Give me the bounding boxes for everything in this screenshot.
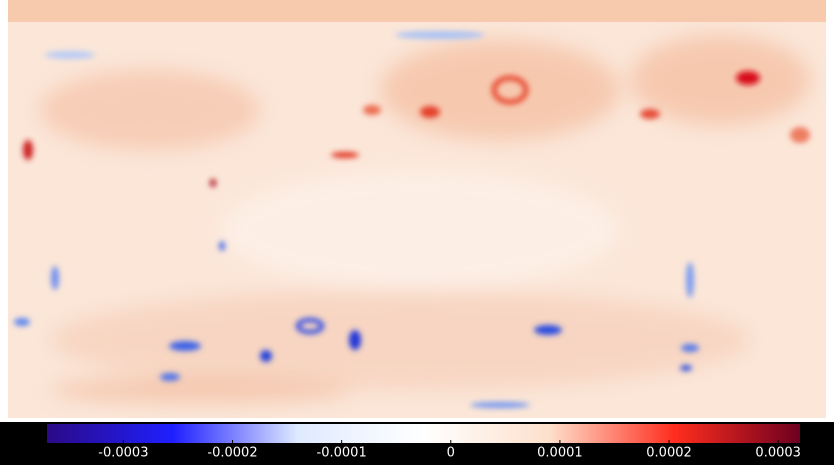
colorbar-tick-label: 0.0002 — [646, 446, 692, 461]
colorbar-tick-label: -0.0002 — [207, 446, 257, 461]
colorbar-tick-label: -0.0003 — [98, 446, 148, 461]
colorbar — [47, 424, 800, 443]
field-map — [8, 0, 826, 418]
colorbar-tick-label: 0.0003 — [755, 446, 801, 461]
colorbar-tick-label: -0.0001 — [317, 446, 367, 461]
colorbar-tick-label: 0 — [447, 446, 455, 461]
colorbar-tick-label: 0.0001 — [537, 446, 583, 461]
page: -0.0003 -0.0002 -0.0001 0 0.0001 0.0002 0.0003 — [0, 0, 834, 465]
